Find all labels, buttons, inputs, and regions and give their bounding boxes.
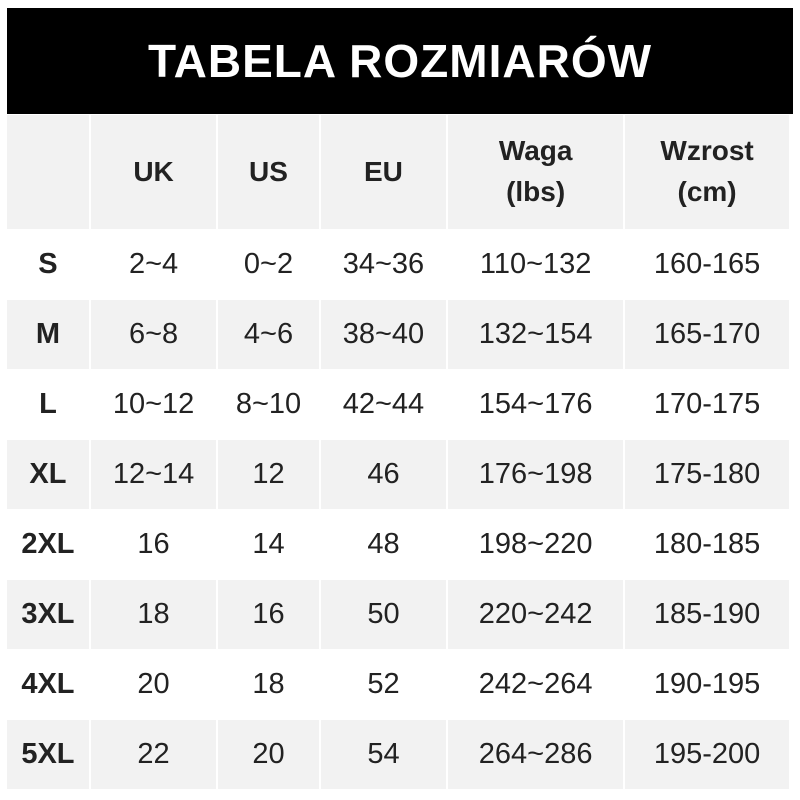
table-cell: 0~2 — [243, 248, 294, 280]
table-cell: 22 — [90, 720, 217, 789]
table-cell: 14 — [252, 528, 285, 560]
table-cell: 38~40 — [320, 300, 447, 369]
table-cell: 190-195 — [653, 668, 761, 700]
table-cell: 20 — [137, 668, 170, 700]
table-cell: 18 — [90, 580, 217, 649]
table-cell: 52 — [367, 668, 400, 700]
column-header: Wzrost (cm) — [625, 115, 789, 229]
table-row: 4XL 20 18 52 242~264 190-195 — [7, 650, 789, 719]
size-label: 4XL — [21, 668, 75, 700]
table-row: 5XL 22 20 54 264~286 195-200 — [7, 720, 789, 789]
column-header-line: Wzrost — [660, 135, 754, 167]
table-cell: 176~198 — [448, 440, 624, 509]
table-cell: 154~176 — [478, 388, 593, 420]
column-header: EU — [320, 115, 447, 229]
table-cell: 180-185 — [653, 528, 761, 560]
table-cell: 175-180 — [625, 440, 789, 509]
table-cell: 50 — [320, 580, 447, 649]
table-cell: 20 — [218, 720, 319, 789]
column-header: US — [218, 115, 319, 229]
size-label: M — [7, 300, 89, 369]
table-cell: 16 — [137, 528, 170, 560]
table-cell: 198~220 — [478, 528, 593, 560]
table-cell: 42~44 — [342, 388, 425, 420]
size-label: XL — [7, 440, 89, 509]
column-header — [7, 115, 89, 229]
table-cell: 12 — [218, 440, 319, 509]
table-cell: 4~6 — [218, 300, 319, 369]
table-cell: 16 — [218, 580, 319, 649]
table-cell: 132~154 — [448, 300, 624, 369]
column-header-line: (cm) — [677, 176, 737, 207]
column-header: Waga (lbs) — [448, 115, 624, 229]
column-header: UK — [90, 115, 217, 229]
header-row: UK US EU Waga (lbs) Wzrost (cm) — [7, 115, 789, 229]
size-table: UK US EU Waga (lbs) Wzrost (cm) S 2~4 0~2 34~36 11… — [5, 114, 791, 790]
size-label: L — [39, 388, 57, 420]
size-label: 5XL — [7, 720, 89, 789]
table-row: 2XL 16 14 48 198~220 180-185 — [7, 510, 789, 579]
column-header-line: US — [249, 155, 288, 187]
table-cell: 46 — [320, 440, 447, 509]
table-cell: 12~14 — [90, 440, 217, 509]
table-cell: 6~8 — [90, 300, 217, 369]
size-label: 2XL — [21, 528, 75, 560]
table-cell: 18 — [252, 668, 285, 700]
column-header-line: UK — [133, 155, 174, 187]
table-cell: 220~242 — [448, 580, 624, 649]
table-cell: 185-190 — [625, 580, 789, 649]
table-row: S 2~4 0~2 34~36 110~132 160-165 — [7, 230, 789, 299]
table-row: L 10~12 8~10 42~44 154~176 170-175 — [7, 370, 789, 439]
table-cell: 54 — [320, 720, 447, 789]
size-label: S — [38, 248, 58, 280]
table-cell: 48 — [367, 528, 400, 560]
size-label: 3XL — [7, 580, 89, 649]
table-cell: 160-165 — [653, 248, 761, 280]
table-cell: 195-200 — [625, 720, 789, 789]
table-cell: 34~36 — [342, 248, 425, 280]
table-cell: 2~4 — [128, 248, 179, 280]
column-header-line: EU — [363, 155, 403, 187]
table-cell: 165-170 — [625, 300, 789, 369]
table-cell: 10~12 — [112, 388, 195, 420]
column-header-line: (lbs) — [506, 176, 566, 207]
chart-title: TABELA ROZMIARÓW — [7, 8, 793, 114]
table-cell: 8~10 — [235, 388, 302, 420]
table-cell: 264~286 — [448, 720, 624, 789]
table-row: XL 12~14 12 46 176~198 175-180 — [7, 440, 789, 509]
table-cell: 242~264 — [478, 668, 593, 700]
table-cell: 110~132 — [479, 248, 592, 280]
table-cell: 170-175 — [653, 388, 761, 420]
table-row: M 6~8 4~6 38~40 132~154 165-170 — [7, 300, 789, 369]
column-header-line: Waga — [498, 135, 573, 167]
table-row: 3XL 18 16 50 220~242 185-190 — [7, 580, 789, 649]
